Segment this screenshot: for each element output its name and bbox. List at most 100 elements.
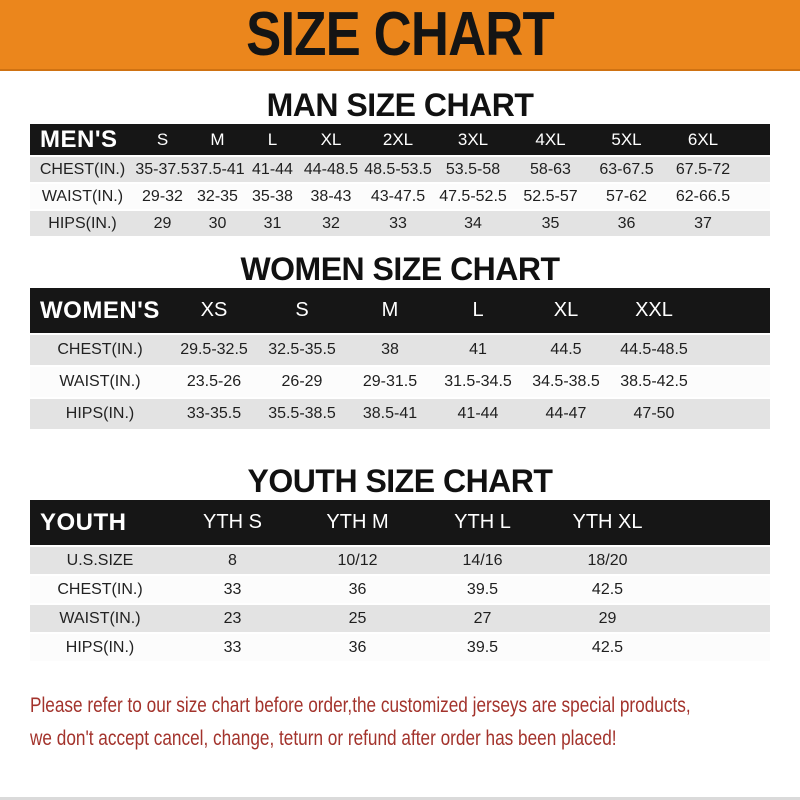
disclaimer-note: Please refer to our size chart before or… [30,689,800,755]
size-column-header: L [245,124,300,155]
measurement-label: HIPS(IN.) [30,634,170,661]
measurement-row: HIPS(IN.) 33-35.5 35.5-38.5 38.5-41 41-44 44-… [30,399,770,429]
size-column-header: S [258,288,346,333]
row-spacer [698,399,770,429]
row-spacer [698,335,770,365]
table-header-row: MEN'S S M L XL 2XL 3XL 4XL 5XL 6XL [30,124,770,155]
header-spacer [698,288,770,333]
size-value: 33 [362,211,434,236]
size-column-header: YTH M [295,500,420,545]
size-value: 39.5 [420,634,545,661]
size-column-header: 6XL [664,124,742,155]
size-value: 37.5-41 [190,157,245,182]
size-value: 10/12 [295,547,420,574]
size-value: 29 [135,211,190,236]
disclaimer-line-1: Please refer to our size chart before or… [30,693,691,717]
size-value: 43-47.5 [362,184,434,209]
size-value: 58-63 [512,157,589,182]
size-value: 63-67.5 [589,157,664,182]
size-column-header: 2XL [362,124,434,155]
size-value: 23.5-26 [170,367,258,397]
table-group-label: YOUTH [30,500,170,545]
size-value: 26-29 [258,367,346,397]
table-group-label: WOMEN'S [30,288,170,333]
size-column-header: YTH L [420,500,545,545]
size-value: 29-31.5 [346,367,434,397]
size-value: 25 [295,605,420,632]
size-value: 44.5-48.5 [610,335,698,365]
table-header-row: WOMEN'S XS S M L XL XXL [30,288,770,333]
size-value: 29-32 [135,184,190,209]
size-value: 32 [300,211,362,236]
table-header-row: YOUTH YTH S YTH M YTH L YTH XL [30,500,770,545]
size-column-header: 5XL [589,124,664,155]
size-value: 44-48.5 [300,157,362,182]
measurement-row: HIPS(IN.) 29 30 31 32 33 34 35 36 37 [30,211,770,236]
measurement-row: WAIST(IN.) 23 25 27 29 [30,605,770,632]
size-value: 18/20 [545,547,670,574]
size-value: 37 [664,211,742,236]
size-value: 67.5-72 [664,157,742,182]
measurement-label: WAIST(IN.) [30,367,170,397]
size-value: 31 [245,211,300,236]
size-value: 36 [589,211,664,236]
size-value: 42.5 [545,576,670,603]
size-value: 41 [434,335,522,365]
size-column-header: YTH XL [545,500,670,545]
size-value: 57-62 [589,184,664,209]
measurement-row: CHEST(IN.) 35-37.5 37.5-41 41-44 44-48.5 48.5… [30,157,770,182]
size-value: 36 [295,576,420,603]
size-column-header: XXL [610,288,698,333]
measurement-row: HIPS(IN.) 33 36 39.5 42.5 [30,634,770,661]
row-spacer [670,605,770,632]
women-section-heading: WOMEN SIZE CHART [240,251,560,287]
measurement-row: WAIST(IN.) 29-32 32-35 35-38 38-43 43-47.5 47.… [30,184,770,209]
size-column-header: 4XL [512,124,589,155]
measurement-label: WAIST(IN.) [30,605,170,632]
size-value: 30 [190,211,245,236]
size-value: 34.5-38.5 [522,367,610,397]
header-spacer [670,500,770,545]
measurement-label: CHEST(IN.) [30,157,135,182]
size-value: 8 [170,547,295,574]
row-spacer [698,367,770,397]
size-value: 53.5-58 [434,157,512,182]
row-spacer [742,211,770,236]
size-value: 29.5-32.5 [170,335,258,365]
measurement-label: HIPS(IN.) [30,211,135,236]
row-spacer [742,157,770,182]
men-size-table: MEN'S S M L XL 2XL 3XL 4XL 5XL 6XL CHEST(IN.) 35-37… [30,122,770,238]
measurement-row: CHEST(IN.) 29.5-32.5 32.5-35.5 38 41 44.5 44.5… [30,335,770,365]
size-value: 23 [170,605,295,632]
size-column-header: L [434,288,522,333]
row-spacer [670,634,770,661]
size-value: 38 [346,335,434,365]
size-value: 35-38 [245,184,300,209]
measurement-row: CHEST(IN.) 33 36 39.5 42.5 [30,576,770,603]
measurement-label: WAIST(IN.) [30,184,135,209]
size-value: 27 [420,605,545,632]
size-column-header: 3XL [434,124,512,155]
size-column-header: XL [522,288,610,333]
size-value: 47-50 [610,399,698,429]
measurement-label: CHEST(IN.) [30,335,170,365]
size-value: 14/16 [420,547,545,574]
size-value: 35 [512,211,589,236]
size-column-header: XS [170,288,258,333]
size-column-header: XL [300,124,362,155]
size-value: 31.5-34.5 [434,367,522,397]
size-value: 44.5 [522,335,610,365]
size-value: 29 [545,605,670,632]
bottom-divider [0,797,800,800]
measurement-row: U.S.SIZE 8 10/12 14/16 18/20 [30,547,770,574]
size-value: 33 [170,634,295,661]
size-value: 38.5-41 [346,399,434,429]
table-group-label: MEN'S [30,124,135,155]
size-value: 62-66.5 [664,184,742,209]
size-value: 32.5-35.5 [258,335,346,365]
size-value: 52.5-57 [512,184,589,209]
row-spacer [742,184,770,209]
size-column-header: M [190,124,245,155]
size-value: 47.5-52.5 [434,184,512,209]
size-chart-banner: SIZE CHART [0,0,800,71]
